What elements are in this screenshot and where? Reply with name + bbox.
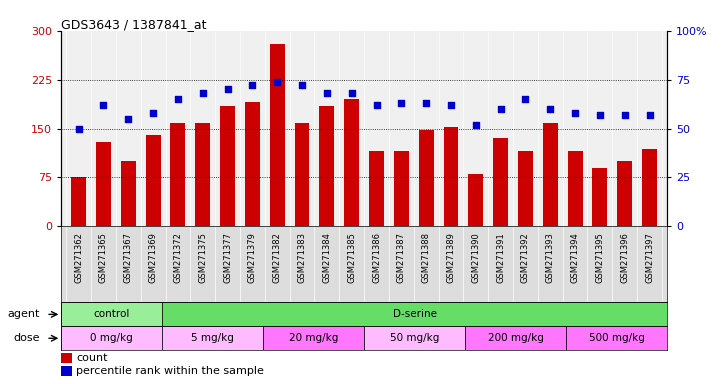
Text: GSM271387: GSM271387 [397,232,406,283]
Point [520,96,531,102]
Bar [295,123,309,226]
Text: GSM271377: GSM271377 [223,232,232,283]
Bar [593,168,607,226]
Bar [263,326,364,350]
Point [420,100,432,106]
Text: dose: dose [14,333,40,343]
Bar [96,142,111,226]
Text: GSM271375: GSM271375 [198,232,207,283]
Bar [61,326,162,350]
Bar [642,149,657,226]
Bar [364,326,465,350]
Text: GSM271362: GSM271362 [74,232,83,283]
Bar [344,99,359,226]
Bar [195,123,211,226]
Point [247,83,258,89]
Bar [617,161,632,226]
Text: GSM271385: GSM271385 [348,232,356,283]
Point [172,96,184,102]
Bar [162,326,263,350]
Bar [319,106,335,226]
Bar [162,303,667,326]
Bar [61,303,162,326]
Text: GSM271379: GSM271379 [248,232,257,283]
Bar [61,353,72,363]
Bar [245,103,260,226]
Bar [543,123,558,226]
Bar [61,366,72,376]
Bar [469,174,483,226]
Text: GSM271394: GSM271394 [570,232,580,283]
Text: GSM271365: GSM271365 [99,232,108,283]
Text: GSM271389: GSM271389 [446,232,456,283]
Point [396,100,407,106]
Bar [270,44,285,226]
Text: 50 mg/kg: 50 mg/kg [390,333,439,343]
Text: 0 mg/kg: 0 mg/kg [90,333,133,343]
Point [445,102,456,108]
Bar [71,177,86,226]
Point [594,112,606,118]
Text: 200 mg/kg: 200 mg/kg [487,333,544,343]
Bar [465,326,566,350]
Bar [443,127,459,226]
Text: GSM271397: GSM271397 [645,232,654,283]
Point [495,106,506,112]
Point [544,106,556,112]
Text: GSM271382: GSM271382 [273,232,282,283]
Point [73,126,84,132]
Text: GSM271367: GSM271367 [124,232,133,283]
Text: GSM271388: GSM271388 [422,232,430,283]
Text: GSM271390: GSM271390 [472,232,480,283]
Text: GSM271396: GSM271396 [620,232,629,283]
Point [619,112,630,118]
Bar [518,151,533,226]
Bar [146,135,161,226]
Text: D-serine: D-serine [392,310,437,319]
Text: control: control [94,310,130,319]
Text: 20 mg/kg: 20 mg/kg [289,333,338,343]
Text: GSM271386: GSM271386 [372,232,381,283]
Point [197,90,208,96]
Bar [121,161,136,226]
Point [644,112,655,118]
Text: GSM271392: GSM271392 [521,232,530,283]
Text: GDS3643 / 1387841_at: GDS3643 / 1387841_at [61,18,207,31]
Point [222,86,234,93]
Text: GSM271395: GSM271395 [596,232,604,283]
Bar [566,326,667,350]
Point [98,102,110,108]
Bar [493,138,508,226]
Bar [567,151,583,226]
Text: percentile rank within the sample: percentile rank within the sample [76,366,265,376]
Bar [220,106,235,226]
Bar [394,151,409,226]
Text: 5 mg/kg: 5 mg/kg [191,333,234,343]
Text: GSM271384: GSM271384 [322,232,332,283]
Point [470,122,482,128]
Point [321,90,332,96]
Bar [419,131,433,226]
Text: 500 mg/kg: 500 mg/kg [588,333,645,343]
Point [371,102,382,108]
Point [346,90,358,96]
Bar [369,151,384,226]
Text: GSM271391: GSM271391 [496,232,505,283]
Point [570,110,581,116]
Point [296,83,308,89]
Text: GSM271393: GSM271393 [546,232,554,283]
Point [272,78,283,84]
Point [147,110,159,116]
Text: count: count [76,353,108,362]
Text: GSM271372: GSM271372 [174,232,182,283]
Point [123,116,134,122]
Text: agent: agent [8,310,40,319]
Text: GSM271383: GSM271383 [298,232,306,283]
Text: GSM271369: GSM271369 [149,232,158,283]
Bar [170,123,185,226]
